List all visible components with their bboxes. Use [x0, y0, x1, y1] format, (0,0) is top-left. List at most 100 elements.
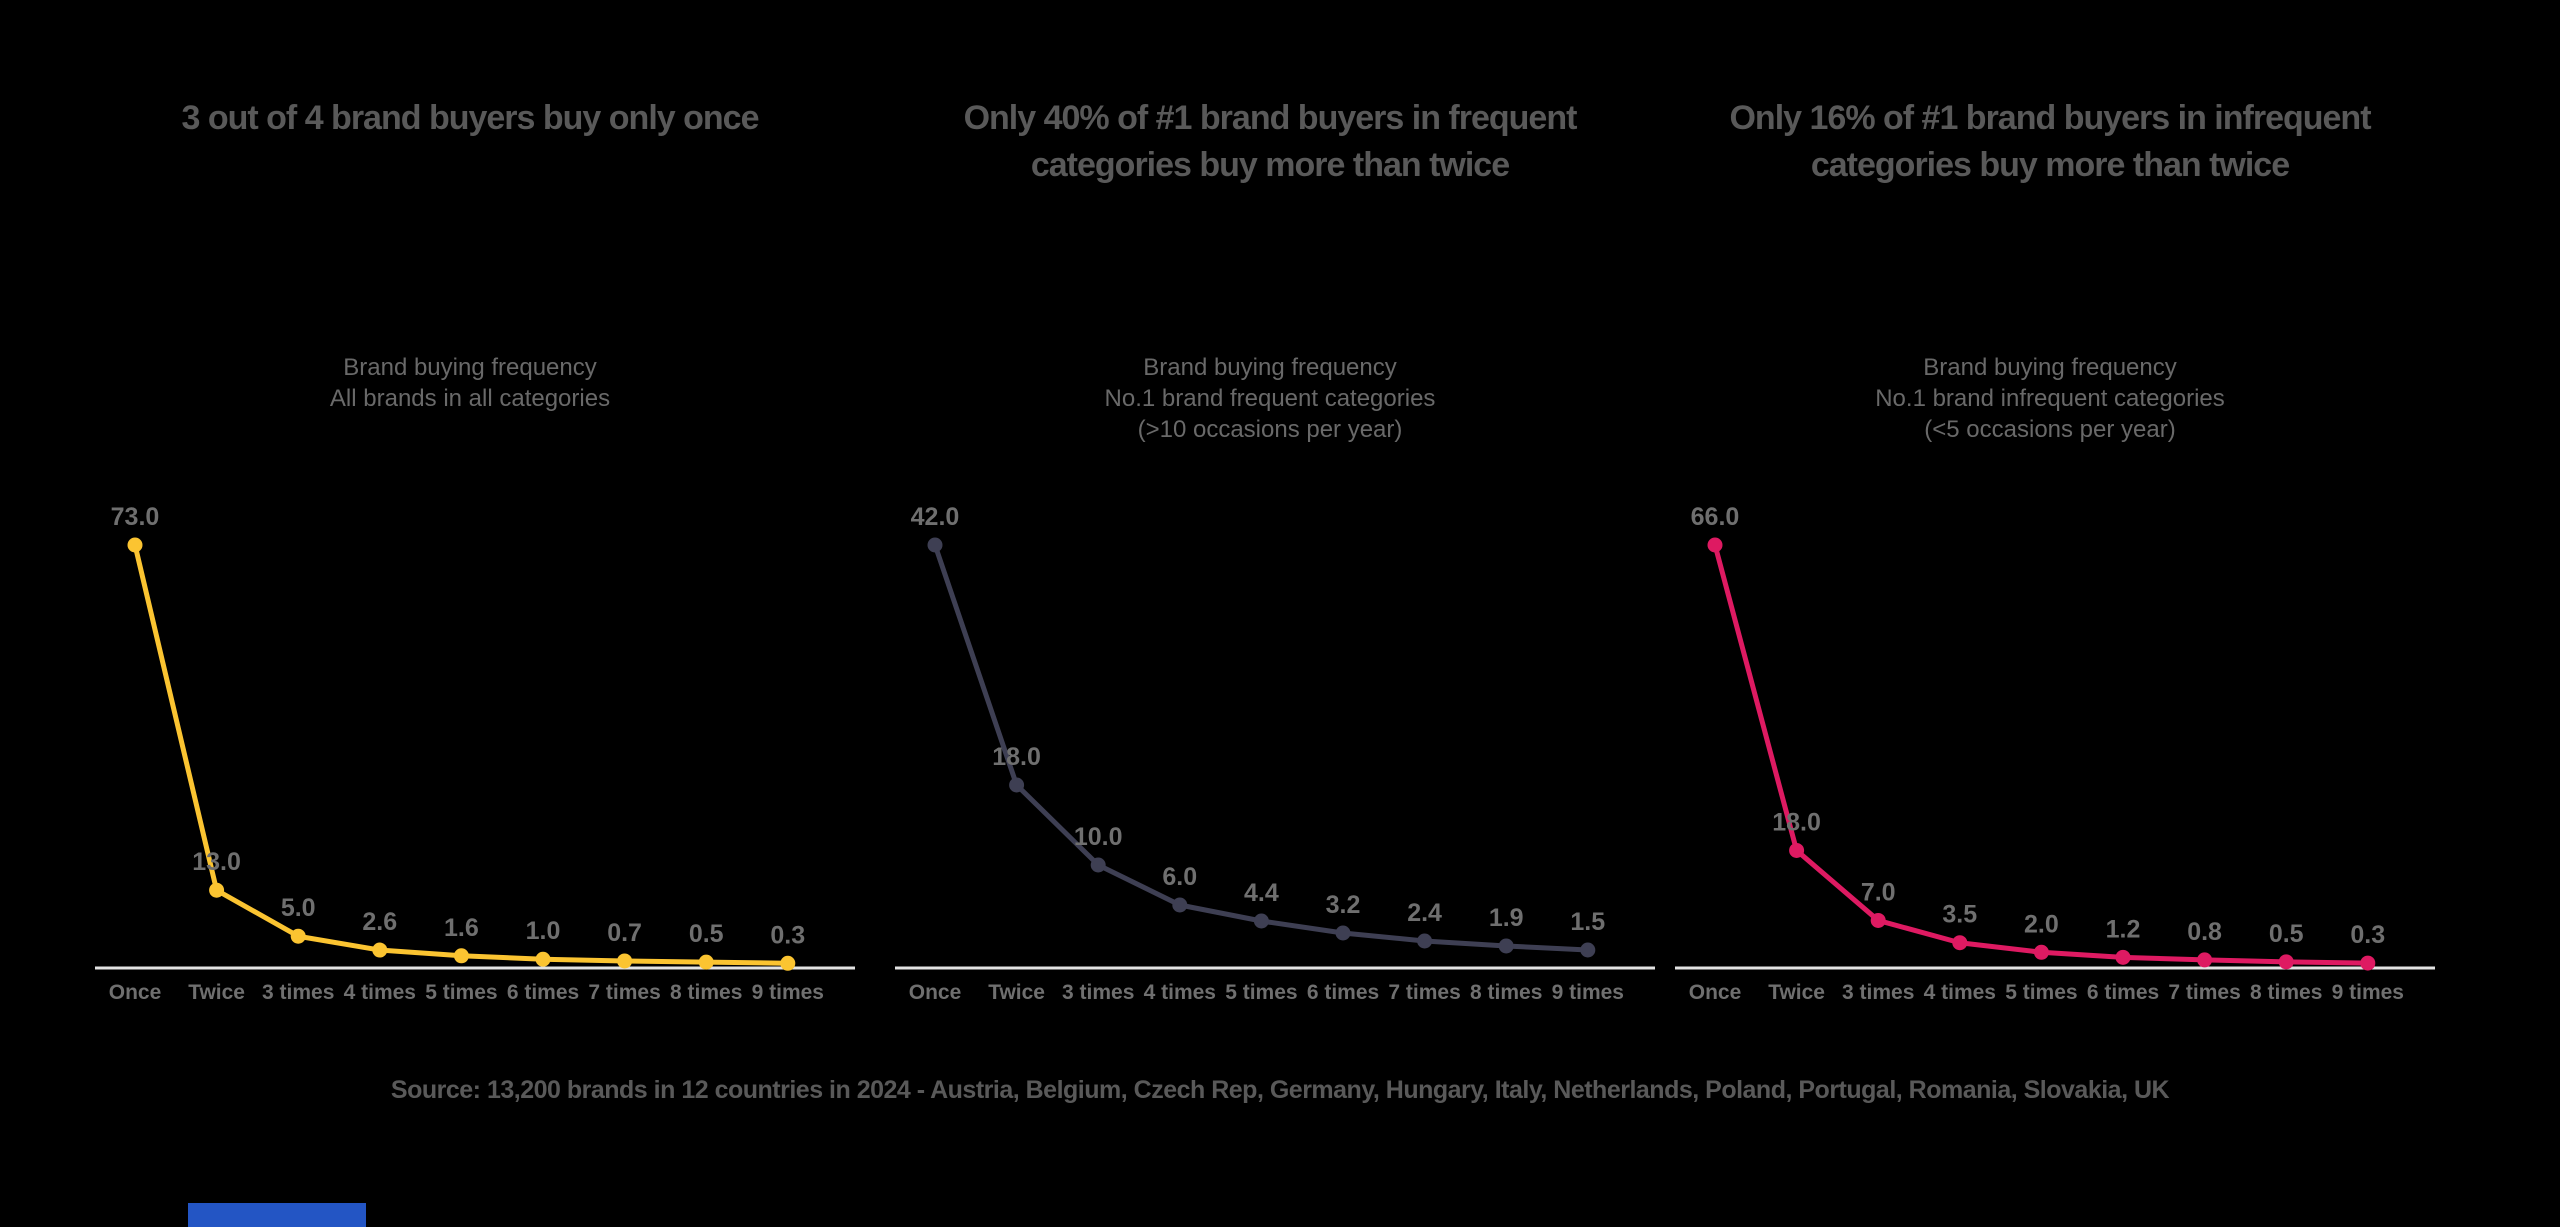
- data-point-label: 66.0: [1691, 503, 1740, 531]
- chart-subtitle-line: All brands in all categories: [329, 385, 611, 412]
- x-axis-tick-label: 7 times: [588, 981, 660, 1004]
- x-axis-tick-label: Twice: [188, 981, 245, 1004]
- data-point-marker: [453, 948, 469, 964]
- series-line: [132, 542, 791, 966]
- x-axis-tick-label: Twice: [988, 981, 1045, 1004]
- x-axis-tick-label: 9 times: [2332, 981, 2404, 1004]
- data-point-marker: [535, 951, 551, 967]
- data-point-marker: [209, 882, 225, 898]
- data-point-label: 0.5: [689, 920, 724, 948]
- x-axis-tick-label: 5 times: [425, 981, 497, 1004]
- data-point-label: 2.0: [2024, 910, 2059, 938]
- x-axis-tick-label: 6 times: [507, 981, 579, 1004]
- data-point-marker: [290, 928, 306, 944]
- x-axis-tick-label: 8 times: [670, 981, 742, 1004]
- data-point-label: 5.0: [281, 894, 316, 922]
- data-point-marker: [2115, 949, 2131, 965]
- x-axis-tick-label: 7 times: [2168, 981, 2240, 1004]
- x-axis-tick-label: 9 times: [752, 981, 824, 1004]
- data-point-label: 2.4: [1407, 899, 1442, 927]
- x-axis-tick-label: Once: [1689, 981, 1742, 1004]
- data-point-label: 18.0: [1772, 808, 1821, 836]
- data-point-marker: [1789, 842, 1805, 858]
- x-axis-tick-label: 9 times: [1552, 981, 1624, 1004]
- data-point-label: 0.7: [607, 919, 642, 947]
- data-point-label: 1.9: [1489, 904, 1524, 932]
- x-axis-tick-label: 6 times: [2087, 981, 2159, 1004]
- x-axis-tick-label: 8 times: [2250, 981, 2322, 1004]
- data-point-label: 7.0: [1861, 878, 1896, 906]
- x-axis-tick-label: 3 times: [1062, 981, 1134, 1004]
- chart-title-line: categories buy more than twice: [1030, 146, 1510, 184]
- data-point-marker: [1498, 938, 1514, 954]
- chart-title-line: 3 out of 4 brand buyers buy only once: [181, 99, 760, 137]
- x-axis-tick-label: 5 times: [2005, 981, 2077, 1004]
- data-point-label: 0.3: [2350, 921, 2385, 949]
- line-chart-frequent-categories: 42.0 Once 18.0 Twice 10.0 3 times 6.0 4 times 4.…: [895, 503, 1655, 1004]
- data-point-label: 1.2: [2106, 915, 2141, 943]
- data-point-label: 13.0: [192, 848, 241, 876]
- data-point-label: 4.4: [1244, 879, 1279, 907]
- chart-panel-frequent-categories: Only 40% of #1 brand buyers in frequent …: [880, 0, 1660, 1100]
- series-line: [1712, 542, 2371, 966]
- chart-subtitle-line: No.1 brand infrequent categories: [1875, 385, 2225, 412]
- data-point-label: 10.0: [1074, 823, 1123, 851]
- data-point-label: 2.6: [362, 908, 397, 936]
- data-point-marker: [1090, 857, 1106, 873]
- x-axis-tick-label: Twice: [1768, 981, 1825, 1004]
- data-point-marker: [1707, 537, 1723, 553]
- data-point-marker: [2033, 944, 2049, 960]
- chart-title: Only 16% of #1 brand buyers in infrequen…: [1660, 95, 2440, 189]
- data-point-marker: [1335, 925, 1351, 941]
- x-axis-tick-label: 4 times: [1144, 981, 1216, 1004]
- chart-subtitle-line: No.1 brand frequent categories: [1104, 385, 1436, 412]
- data-point-marker: [780, 955, 796, 971]
- x-axis-tick-label: 4 times: [344, 981, 416, 1004]
- data-point-marker: [927, 537, 943, 553]
- line-chart-all-brands: 73.0 Once 13.0 Twice 5.0 3 times 2.6 4 times 1.6…: [95, 503, 855, 1004]
- line-chart-infrequent-categories: 66.0 Once 18.0 Twice 7.0 3 times 3.5 4 times 2.0…: [1675, 503, 2435, 1004]
- data-point-marker: [1417, 933, 1433, 949]
- data-point-label: 1.0: [526, 917, 561, 945]
- data-point-label: 1.6: [444, 914, 479, 942]
- chart-title: Only 40% of #1 brand buyers in frequent …: [880, 95, 1660, 189]
- source-note: Source: 13,200 brands in 12 countries in…: [390, 1076, 2170, 1104]
- chart-subtitle-line: (<5 occasions per year): [1924, 416, 2176, 443]
- x-axis-tick-label: 3 times: [262, 981, 334, 1004]
- data-point-marker: [1870, 912, 1886, 928]
- chart-subtitle-line: Brand buying frequency: [343, 354, 597, 381]
- chart-panel-all-brands: 3 out of 4 brand buyers buy only once Br…: [80, 0, 860, 1100]
- x-axis-tick-label: 8 times: [1470, 981, 1542, 1004]
- data-point-label: 0.5: [2269, 920, 2304, 948]
- data-point-marker: [1009, 777, 1025, 793]
- chart-subtitle: Brand buying frequency No.1 brand infreq…: [1660, 352, 2440, 445]
- data-point-label: 73.0: [111, 503, 160, 531]
- chart-title-line: categories buy more than twice: [1810, 146, 2290, 184]
- x-axis-tick-label: 5 times: [1225, 981, 1297, 1004]
- data-point-marker: [617, 953, 633, 969]
- data-point-label: 18.0: [992, 743, 1041, 771]
- footer-accent-bar: [188, 1203, 366, 1227]
- chart-subtitle-line: Brand buying frequency: [1923, 354, 2177, 381]
- chart-title: 3 out of 4 brand buyers buy only once: [80, 95, 860, 142]
- data-point-label: 3.5: [1942, 901, 1977, 929]
- x-axis-tick-label: Once: [909, 981, 962, 1004]
- x-axis-tick-label: 7 times: [1388, 981, 1460, 1004]
- data-point-marker: [2360, 955, 2376, 971]
- chart-title-line: Only 40% of #1 brand buyers in frequent: [963, 99, 1578, 137]
- data-point-marker: [1172, 897, 1188, 913]
- data-point-label: 6.0: [1162, 863, 1197, 891]
- chart-title-line: Only 16% of #1 brand buyers in infrequen…: [1729, 99, 2371, 137]
- data-point-label: 42.0: [911, 503, 960, 531]
- data-point-marker: [127, 537, 143, 553]
- x-axis-tick-label: 3 times: [1842, 981, 1914, 1004]
- chart-subtitle: Brand buying frequency No.1 brand freque…: [880, 352, 1660, 445]
- data-point-marker: [372, 942, 388, 958]
- data-point-marker: [1580, 942, 1596, 958]
- chart-subtitle: Brand buying frequency All brands in all…: [80, 352, 860, 414]
- data-point-label: 0.8: [2187, 918, 2222, 946]
- x-axis-tick-label: 4 times: [1924, 981, 1996, 1004]
- chart-panel-infrequent-categories: Only 16% of #1 brand buyers in infrequen…: [1660, 0, 2440, 1100]
- data-point-marker: [1952, 935, 1968, 951]
